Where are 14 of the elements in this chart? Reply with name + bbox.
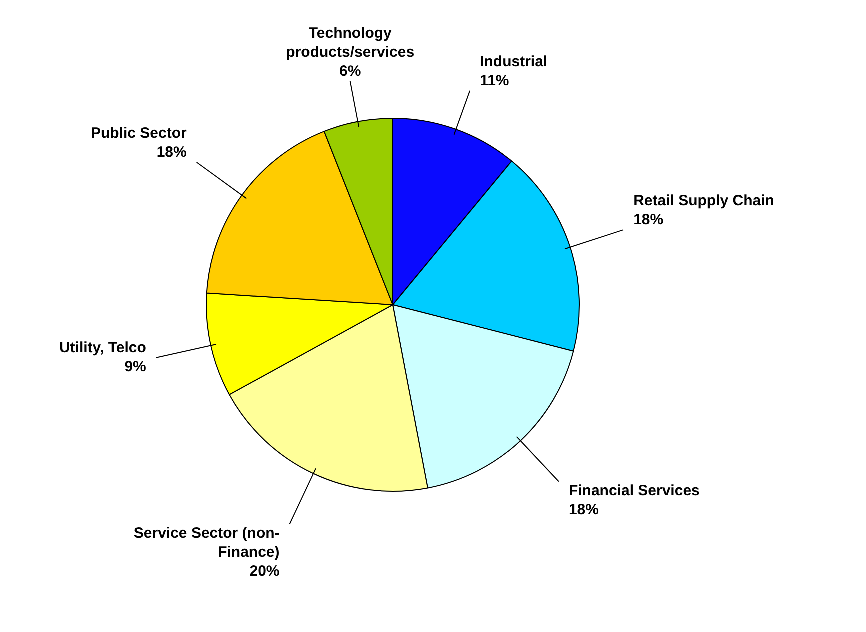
data-label: 18% [568,501,599,518]
data-label: 20% [250,563,280,580]
slice-label: Utility, Telco [59,340,146,357]
data-label: 6% [340,63,362,80]
slice-label: Public Sector [90,125,188,142]
data-label: 18% [634,212,664,229]
slice-label: Retail Supply Chain [634,192,774,210]
data-label: 11% [480,72,510,90]
slice-label: Service Sector (non-Finance) [134,525,280,562]
data-label: 18% [156,144,187,162]
slice-label: Industrial [480,54,548,71]
data-label: 9% [124,358,146,376]
slice-label: Technology products/services [286,25,415,62]
slice-label: Financial Services [568,482,700,500]
